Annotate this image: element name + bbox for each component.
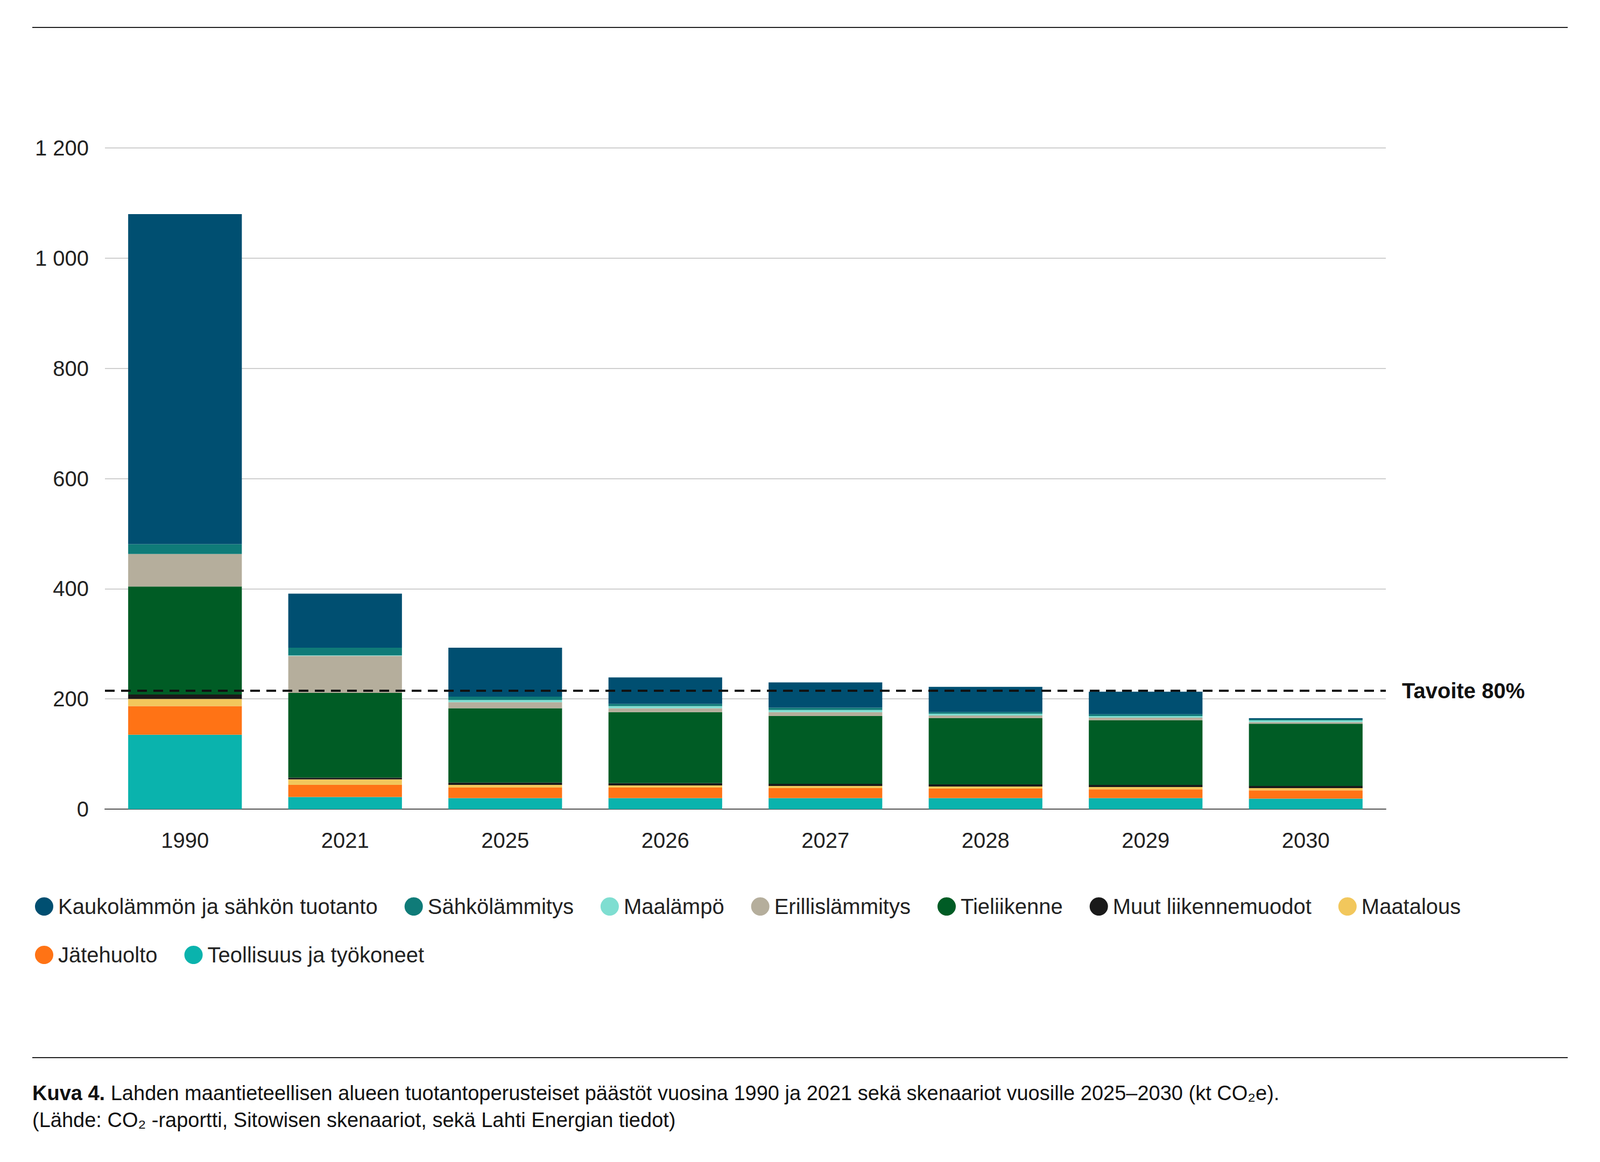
svg-text:2025: 2025 <box>481 828 530 853</box>
svg-text:Maatalous: Maatalous <box>1361 894 1462 919</box>
svg-text:Tieliikenne: Tieliikenne <box>960 894 1063 919</box>
svg-text:Teollisuus ja työkoneet: Teollisuus ja työkoneet <box>207 943 425 968</box>
html-text:Kuva 4. Lahden maantieteellise: Kuva 4. Lahden maantieteellisen alueen t… <box>32 1082 1280 1105</box>
svg-text:Jätehuolto: Jätehuolto <box>58 943 158 968</box>
svg-text:Muut liikennemuodot: Muut liikennemuodot <box>1112 894 1312 919</box>
svg-text:1 200: 1 200 <box>34 136 89 160</box>
svg-text:2030: 2030 <box>1281 828 1330 853</box>
svg-text:800: 800 <box>52 356 89 381</box>
svg-text:400: 400 <box>52 576 89 601</box>
svg-text:1990: 1990 <box>160 828 209 853</box>
svg-text:Tavoite 80%: Tavoite 80% <box>1401 679 1525 703</box>
svg-text:200: 200 <box>52 687 89 711</box>
svg-text:600: 600 <box>52 467 89 491</box>
html-text:(Lähde: CO₂ -raportti, Sitowis: (Lähde: CO₂ -raportti, Sitowisen skenaar… <box>32 1109 676 1132</box>
svg-text:0: 0 <box>76 797 89 822</box>
svg-text:Kaukolämmön ja sähkön tuotanto: Kaukolämmön ja sähkön tuotanto <box>58 894 378 919</box>
svg-text:2026: 2026 <box>641 828 690 853</box>
svg-text:2028: 2028 <box>961 828 1010 853</box>
svg-text:2027: 2027 <box>801 828 850 853</box>
svg-text:1 000: 1 000 <box>34 246 89 271</box>
svg-text:2029: 2029 <box>1121 828 1170 853</box>
svg-text:Maalämpö: Maalämpö <box>623 894 725 919</box>
svg-text:Sähkölämmitys: Sähkölämmitys <box>427 894 574 919</box>
svg-text:Erillislämmitys: Erillislämmitys <box>774 894 911 919</box>
svg-text:2021: 2021 <box>321 828 370 853</box>
